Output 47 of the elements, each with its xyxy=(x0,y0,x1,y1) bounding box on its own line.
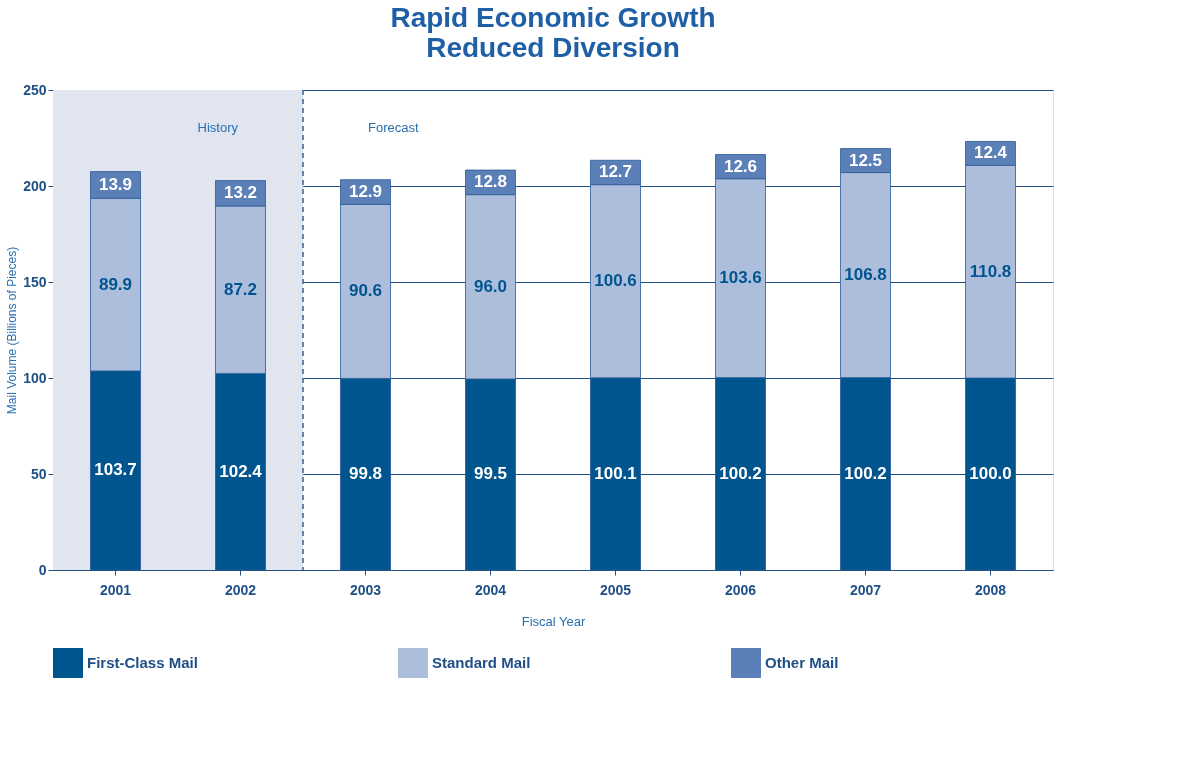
data-label: 100.0 xyxy=(969,464,1012,483)
data-label: 90.6 xyxy=(348,281,383,301)
annotation: History xyxy=(197,120,239,135)
x-tick-label: 2005 xyxy=(599,581,632,598)
data-label: 99.5 xyxy=(473,464,508,484)
annotation: Forecast xyxy=(368,120,419,135)
data-label: 103.7 xyxy=(94,460,137,480)
data-label: 100.6 xyxy=(594,271,637,291)
data-label: 12.5 xyxy=(848,150,883,170)
text: Reduced Diversion xyxy=(426,32,680,63)
data-label: 106.8 xyxy=(844,265,887,285)
data-label: 12.6 xyxy=(723,156,758,176)
data-label: 12.7 xyxy=(598,162,633,182)
y-tick-label: 0 xyxy=(38,561,47,578)
data-label: 99.8 xyxy=(348,464,383,484)
x-tick-label: 2001 xyxy=(99,581,132,598)
x-tick-label: 2004 xyxy=(474,581,507,598)
y-axis-title: Mail Volume (Billions of Pieces) xyxy=(5,246,20,415)
data-label: 13.9 xyxy=(98,174,133,194)
y-tick-label: 150 xyxy=(23,273,47,290)
y-tick-label: 200 xyxy=(23,177,47,194)
data-label: 100.2 xyxy=(719,463,762,483)
x-tick-label: 2006 xyxy=(724,581,757,598)
data-label: 110.8 xyxy=(969,261,1012,281)
data-label: 96.0 xyxy=(473,276,508,296)
data-label: 89.9 xyxy=(98,274,133,294)
legend-label: First-Class Mail xyxy=(87,654,198,671)
data-label: 102.4 xyxy=(219,461,263,481)
x-tick-label: 2008 xyxy=(974,581,1007,598)
data-label: 12.8 xyxy=(473,172,508,192)
data-label: 12.9 xyxy=(348,182,383,202)
data-label: 100.2 xyxy=(844,463,887,483)
x-axis-title: Fiscal Year xyxy=(521,613,586,629)
y-tick-label: 50 xyxy=(30,465,47,482)
x-tick-label: 2002 xyxy=(224,581,257,598)
data-label: 103.6 xyxy=(719,268,762,288)
data-label: 87.2 xyxy=(223,279,258,299)
x-tick-label: 2007 xyxy=(849,581,882,598)
data-label: 100.1 xyxy=(594,463,637,483)
y-tick-label: 100 xyxy=(23,369,47,386)
x-tick-label: 2003 xyxy=(349,581,382,598)
legend-label: Standard Mail xyxy=(432,654,531,671)
legend-label: Other Mail xyxy=(765,654,839,671)
text: Rapid Economic Growth xyxy=(390,2,716,33)
data-label: 13.2 xyxy=(223,183,258,203)
y-tick-label: 250 xyxy=(23,81,47,98)
data-label: 12.4 xyxy=(973,143,1008,163)
